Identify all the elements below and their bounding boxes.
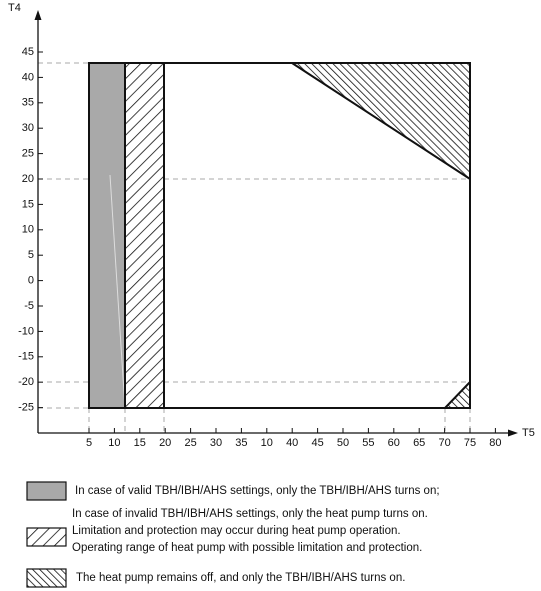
x-tick-label: 45 [311,437,323,449]
x-tick-label: 30 [210,437,222,449]
x-tick-label: 35 [235,437,247,449]
valid-backup-region [89,63,125,408]
y-tick-label: 10 [22,224,34,236]
heat-pump-limited-region [125,63,164,408]
x-tick-label: 65 [413,437,425,449]
legend-text: Limitation and protection may occur duri… [72,525,401,537]
x-tick-label: 40 [286,437,298,449]
y-axis-label: T4 [8,2,21,14]
x-tick-label: 20 [159,437,171,449]
y-tick-label: 30 [22,122,34,134]
y-tick-label: 5 [28,249,34,261]
legend-text: In case of invalid TBH/IBH/AHS settings,… [72,508,428,520]
y-tick-label: -10 [18,325,34,337]
y-tick-label: 35 [22,97,34,109]
x-tick-label: 75 [464,437,476,449]
x-tick-label: 50 [337,437,349,449]
guides [38,62,471,433]
y-tick-label: 25 [22,148,34,160]
y-tick-label: 20 [22,173,34,185]
x-tick-label: 10 [108,437,120,449]
legend: In case of valid TBH/IBH/AHS settings, o… [26,481,440,588]
legend-text: In case of valid TBH/IBH/AHS settings, o… [75,485,440,497]
x-tick-label: 10 [261,437,273,449]
y-tick-label: 15 [22,198,34,210]
x-tick-label: 80 [489,437,501,449]
x-axis-label: T5 [522,427,535,439]
x-tick-label: 25 [184,437,196,449]
x-tick-label: 70 [438,437,450,449]
y-tick-label: -20 [18,376,34,388]
legend-text: The heat pump remains off, and only the … [76,572,405,584]
legend-text: Operating range of heat pump with possib… [72,542,422,554]
regions [88,62,471,409]
x-tick-label: 5 [86,437,92,449]
y-tick-label: 40 [22,71,34,83]
y-tick-label: -15 [18,351,34,363]
y-tick-label: 0 [28,275,34,287]
y-tick-label: 45 [22,46,34,58]
x-tick-label: 15 [134,437,146,449]
x-tick-label: 60 [388,437,400,449]
x-tick-label: 55 [362,437,374,449]
y-tick-label: -5 [24,300,34,312]
y-tick-label: -25 [18,402,34,414]
